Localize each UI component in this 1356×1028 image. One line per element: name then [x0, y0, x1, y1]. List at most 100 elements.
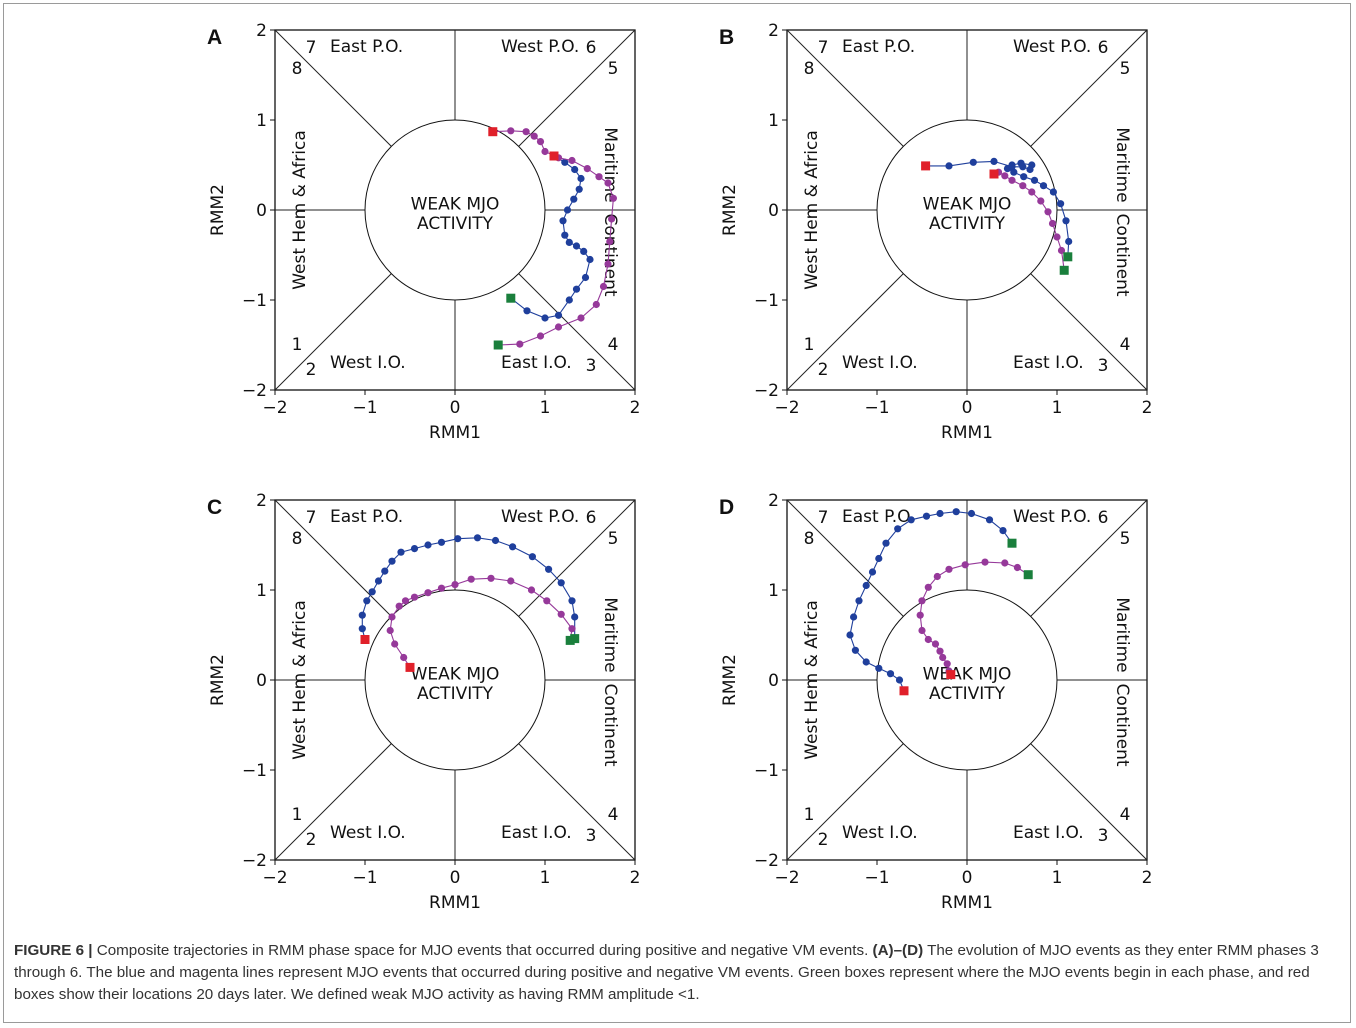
blue-trajectory-point — [1065, 237, 1073, 246]
magenta-trajectory-point — [606, 237, 614, 246]
blue-trajectory-point — [945, 162, 953, 170]
caption-part-1: Composite trajectories in RMM phase spac… — [92, 942, 873, 959]
panel-letter: A — [207, 26, 222, 49]
blue-trajectory-point — [545, 565, 553, 573]
center-label: WEAK MJO — [923, 195, 1012, 215]
y-tick-label: 1 — [256, 111, 267, 131]
region-label: Continent — [600, 683, 620, 766]
blue-trajectory-point — [967, 509, 976, 518]
blue-trajectory-point — [952, 508, 960, 516]
magenta-trajectory-point — [931, 640, 940, 648]
region-label: Maritime — [1112, 127, 1132, 202]
phase-divider-line — [274, 743, 392, 861]
phase-number: 3 — [586, 826, 597, 846]
magenta-trajectory-point — [939, 653, 947, 662]
region-label: West I.O. — [842, 823, 918, 843]
region-label: West Hem & Africa — [802, 130, 822, 290]
blue-trajectory-point — [851, 646, 860, 654]
blue-trajectory-point — [1008, 163, 1016, 171]
start-box — [493, 340, 503, 350]
region-label: West Hem & Africa — [290, 600, 310, 760]
magenta-trajectory-point — [530, 132, 538, 140]
magenta-trajectory-point — [1048, 219, 1057, 228]
region-label: West I.O. — [330, 353, 406, 373]
y-tick-label: 1 — [256, 581, 267, 601]
magenta-trajectory-point — [536, 138, 545, 146]
magenta-trajectory-point — [604, 179, 612, 187]
x-tick-label: −2 — [262, 398, 287, 418]
phase-divider-line — [786, 499, 904, 617]
blue-trajectory-point — [368, 588, 376, 596]
region-label: West P.O. — [501, 507, 579, 527]
region-label: East P.O. — [330, 507, 403, 527]
blue-trajectory-point — [363, 597, 371, 605]
phase-number: 2 — [306, 360, 317, 380]
y-tick-label: 0 — [768, 201, 779, 221]
magenta-trajectory-point — [568, 625, 576, 633]
blue-trajectory-point — [895, 676, 904, 684]
x-tick-label: 1 — [540, 868, 551, 888]
blue-trajectory-point — [554, 311, 563, 319]
start-box — [506, 293, 516, 303]
x-tick-label: 1 — [1052, 868, 1063, 888]
magenta-trajectory-point — [608, 215, 616, 223]
weak-mjo-circle — [364, 119, 546, 301]
phase-number: 2 — [818, 830, 829, 850]
magenta-trajectory-point — [1044, 208, 1052, 216]
magenta-trajectory-point — [451, 581, 459, 589]
y-axis-label: RMM2 — [208, 654, 228, 706]
blue-trajectory-point — [561, 158, 569, 166]
blue-trajectory-point — [875, 664, 883, 672]
y-tick-label: −1 — [754, 761, 779, 781]
x-axis-label: RMM1 — [429, 423, 481, 443]
center-label: ACTIVITY — [929, 214, 1006, 234]
magenta-trajectory-point — [1037, 197, 1045, 205]
blue-trajectory-point — [397, 548, 405, 556]
region-label: Maritime — [600, 127, 620, 202]
blue-trajectory-point — [528, 553, 537, 561]
y-tick-label: 2 — [256, 491, 267, 511]
x-tick-label: 2 — [630, 868, 641, 888]
magenta-trajectory-point — [437, 584, 446, 592]
phase-number: 5 — [1120, 529, 1131, 549]
blue-trajectory-point — [1039, 182, 1048, 190]
blue-trajectory-point — [907, 516, 915, 524]
blue-trajectory-point — [581, 273, 590, 282]
phase-number: 7 — [818, 508, 829, 528]
y-axis-label: RMM2 — [720, 184, 740, 236]
magenta-trajectory-point — [568, 156, 576, 165]
y-tick-label: 0 — [768, 671, 779, 691]
magenta-trajectory-point — [945, 565, 953, 573]
center-label: WEAK MJO — [923, 665, 1012, 685]
region-label: West I.O. — [330, 823, 406, 843]
phase-number: 5 — [608, 59, 619, 79]
magenta-trajectory-point — [401, 597, 410, 605]
magenta-trajectory-point — [543, 597, 551, 605]
blue-trajectory-point — [1030, 176, 1039, 184]
magenta-trajectory-point — [541, 147, 549, 156]
blue-trajectory-point — [374, 577, 383, 585]
phase-divider-line — [518, 273, 636, 391]
region-label: Continent — [1112, 213, 1132, 296]
blue-trajectory-point — [410, 545, 419, 553]
blue-trajectory-point — [1019, 163, 1027, 171]
end-box — [921, 161, 931, 171]
blue-trajectory-point — [1057, 200, 1065, 208]
y-tick-label: −2 — [242, 851, 267, 871]
y-tick-label: 2 — [768, 491, 779, 511]
blue-trajectory-point — [1062, 217, 1070, 225]
phase-number: 4 — [1120, 335, 1131, 355]
phase-divider-line — [1030, 273, 1148, 391]
magenta-trajectory-point — [557, 610, 565, 618]
blue-trajectory-point — [568, 597, 576, 605]
x-tick-label: −1 — [864, 398, 889, 418]
blue-trajectory-point — [1049, 188, 1057, 196]
blue-trajectory-point — [886, 670, 895, 678]
phase-divider-line — [274, 499, 392, 617]
phase-divider-line — [1030, 499, 1148, 617]
blue-trajectory-point — [571, 613, 579, 621]
blue-trajectory-point — [572, 285, 581, 293]
end-box — [360, 635, 370, 644]
